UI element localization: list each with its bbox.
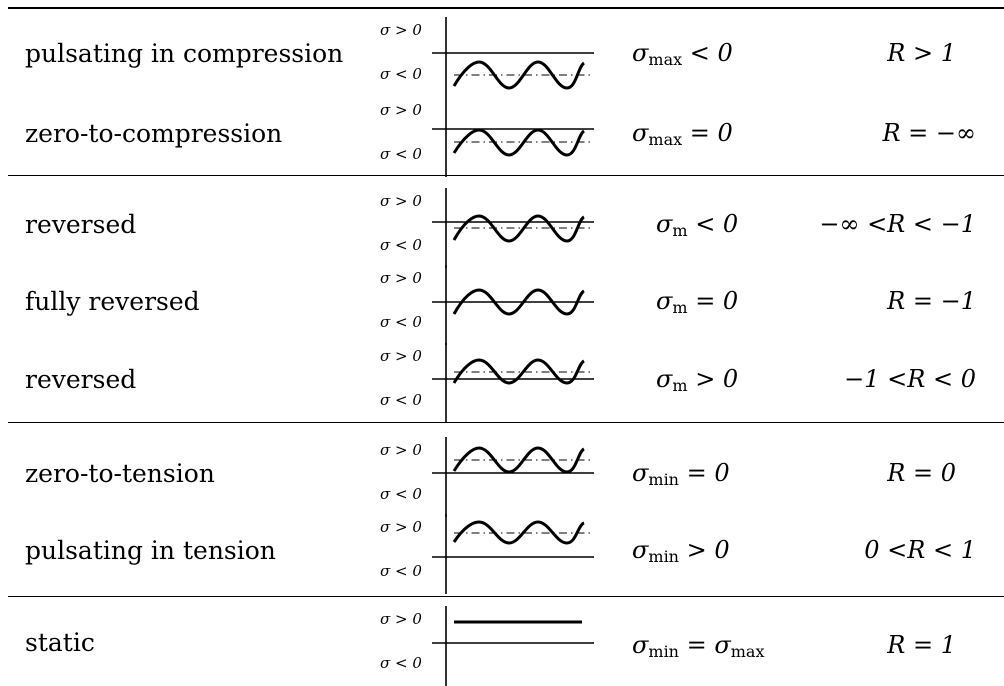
stress-condition: σm < 0 xyxy=(656,210,739,240)
stress-ratio: R = 1 xyxy=(887,631,956,659)
sigma-positive-label: σ > 0 xyxy=(380,518,422,536)
group-rule-2 xyxy=(8,422,1004,424)
sigma-positive-label: σ > 0 xyxy=(380,610,422,628)
loading-name: zero-to-tension xyxy=(25,459,215,488)
sigma-positive-label: σ > 0 xyxy=(380,101,422,119)
sigma-positive-label: σ > 0 xyxy=(380,347,422,365)
top-rule xyxy=(8,7,1004,9)
sigma-negative-label: σ < 0 xyxy=(380,562,422,580)
stress-condition: σmin = σmax xyxy=(632,631,765,661)
stress-waveform-icon xyxy=(432,437,594,517)
table-row: zero-to-tension σ > 0 σ < 0 σmin = 0 R =… xyxy=(0,437,1004,517)
sigma-negative-label: σ < 0 xyxy=(380,654,422,672)
loading-name: pulsating in compression xyxy=(25,39,344,68)
loading-name: pulsating in tension xyxy=(25,536,276,565)
stress-condition: σm = 0 xyxy=(656,287,739,317)
stress-waveform-icon xyxy=(432,514,594,594)
sigma-positive-label: σ > 0 xyxy=(380,21,422,39)
stress-ratio: −∞ <R < −1 xyxy=(819,210,976,238)
table-row: reversed σ > 0 σ < 0 σm > 0 −1 <R < 0 xyxy=(0,343,1004,423)
sigma-negative-label: σ < 0 xyxy=(380,313,422,331)
stress-ratio: 0 <R < 1 xyxy=(864,536,976,564)
loading-name: reversed xyxy=(25,365,137,394)
stress-condition: σm > 0 xyxy=(656,365,739,395)
stress-ratio: R = −1 xyxy=(887,287,976,315)
loading-name: fully reversed xyxy=(25,287,200,316)
stress-condition: σmax = 0 xyxy=(632,119,733,149)
loading-name: reversed xyxy=(25,210,137,239)
loading-name: zero-to-compression xyxy=(25,119,283,148)
sigma-negative-label: σ < 0 xyxy=(380,65,422,83)
table-row: zero-to-compression σ > 0 σ < 0 σmax = 0… xyxy=(0,97,1004,177)
table-row: reversed σ > 0 σ < 0 σm < 0 −∞ <R < −1 xyxy=(0,188,1004,268)
sigma-positive-label: σ > 0 xyxy=(380,269,422,287)
group-rule-1 xyxy=(8,175,1004,177)
table-row: static σ > 0 σ < 0 σmin = σmax R = 1 xyxy=(0,606,1004,686)
sigma-positive-label: σ > 0 xyxy=(380,192,422,210)
sigma-negative-label: σ < 0 xyxy=(380,485,422,503)
table-row: pulsating in compression σ > 0 σ < 0 σma… xyxy=(0,17,1004,97)
sigma-positive-label: σ > 0 xyxy=(380,441,422,459)
table-row: pulsating in tension σ > 0 σ < 0 σmin > … xyxy=(0,514,1004,594)
loading-name: static xyxy=(25,628,95,657)
static-stress-icon xyxy=(432,606,594,686)
stress-ratio: −1 <R < 0 xyxy=(844,365,976,393)
stress-ratio: R = −∞ xyxy=(882,119,976,147)
group-rule-3 xyxy=(8,596,1004,598)
stress-condition: σmax < 0 xyxy=(632,39,733,69)
stress-condition: σmin = 0 xyxy=(632,459,730,489)
sigma-negative-label: σ < 0 xyxy=(380,145,422,163)
stress-waveform-icon xyxy=(432,343,594,423)
stress-waveform-icon xyxy=(432,17,594,97)
stress-ratio: R = 0 xyxy=(887,459,956,487)
sigma-negative-label: σ < 0 xyxy=(380,391,422,409)
stress-ratio: R > 1 xyxy=(887,39,956,67)
stress-condition: σmin > 0 xyxy=(632,536,730,566)
sigma-negative-label: σ < 0 xyxy=(380,236,422,254)
stress-waveform-icon xyxy=(432,265,594,345)
stress-waveform-icon xyxy=(432,188,594,268)
stress-waveform-icon xyxy=(432,97,594,177)
table-row: fully reversed σ > 0 σ < 0 σm = 0 R = −1 xyxy=(0,265,1004,345)
